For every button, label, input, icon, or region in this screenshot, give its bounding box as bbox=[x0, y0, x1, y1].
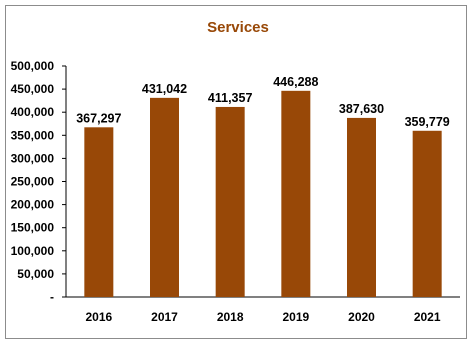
y-tick-label: - bbox=[50, 290, 54, 304]
bar bbox=[347, 117, 376, 297]
bar bbox=[215, 106, 245, 297]
x-tick-label: 2020 bbox=[348, 310, 375, 324]
x-tick-label: 2018 bbox=[217, 310, 244, 324]
y-tick-label: 200,000 bbox=[11, 198, 55, 212]
data-label: 431,042 bbox=[142, 82, 187, 96]
x-axis: 2016 2017 2018 2019 2020 2021 bbox=[66, 296, 460, 324]
y-axis: - 50,000 100,000 150,000 200,000 250,000 300,0… bbox=[11, 59, 67, 304]
x-tick-label: 2021 bbox=[414, 310, 441, 324]
bar bbox=[412, 130, 442, 297]
x-tick-label: 2019 bbox=[282, 310, 309, 324]
y-tick-label: 150,000 bbox=[11, 221, 55, 235]
bars bbox=[84, 90, 442, 298]
y-tick-label: 350,000 bbox=[11, 128, 55, 142]
y-tick-label: 250,000 bbox=[11, 175, 55, 189]
data-label: 411,357 bbox=[208, 91, 253, 105]
y-tick-label: 100,000 bbox=[11, 244, 55, 258]
y-tick-label: 400,000 bbox=[11, 105, 55, 119]
y-tick-label: 300,000 bbox=[11, 151, 55, 165]
data-label: 359,779 bbox=[405, 115, 450, 129]
x-tick-label: 2017 bbox=[151, 310, 178, 324]
bar bbox=[281, 90, 311, 297]
bar bbox=[150, 97, 179, 297]
data-labels: 367,297 431,042 411,357 446,288 387,630 359,7… bbox=[76, 75, 450, 129]
y-tick-label: 450,000 bbox=[11, 82, 55, 96]
bar bbox=[84, 127, 114, 298]
chart-title: Services bbox=[207, 19, 269, 36]
y-tick-label: 500,000 bbox=[11, 59, 55, 73]
x-tick-label: 2016 bbox=[85, 310, 112, 324]
data-label: 446,288 bbox=[273, 75, 318, 89]
y-tick-label: 50,000 bbox=[17, 267, 54, 281]
data-label: 367,297 bbox=[76, 111, 121, 125]
data-label: 387,630 bbox=[339, 102, 384, 116]
